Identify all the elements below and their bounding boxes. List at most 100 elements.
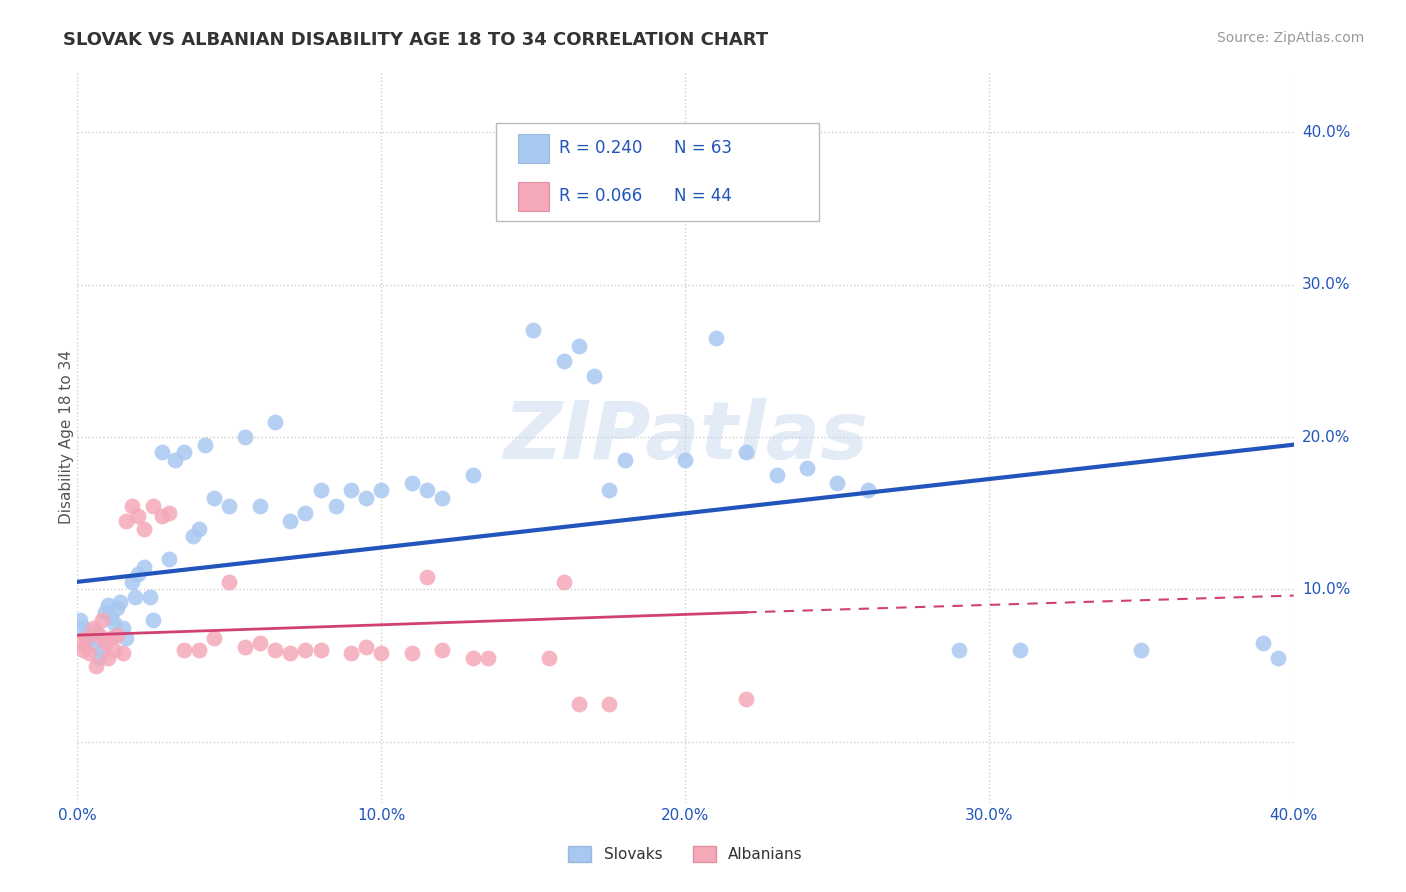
Text: 10.0%: 10.0% bbox=[1302, 582, 1350, 597]
Point bbox=[477, 651, 499, 665]
Point bbox=[537, 651, 560, 665]
Y-axis label: Disability Age 18 to 34: Disability Age 18 to 34 bbox=[59, 350, 73, 524]
Point bbox=[340, 647, 363, 661]
Point bbox=[105, 628, 128, 642]
Point bbox=[553, 354, 575, 368]
Point bbox=[948, 643, 970, 657]
Point bbox=[233, 640, 256, 655]
Point bbox=[735, 445, 758, 459]
Point bbox=[354, 491, 377, 505]
Point bbox=[152, 445, 174, 459]
Point bbox=[827, 475, 849, 490]
Point bbox=[75, 628, 97, 642]
Point bbox=[181, 529, 204, 543]
Point bbox=[522, 323, 544, 337]
Point bbox=[249, 636, 271, 650]
Point bbox=[218, 499, 240, 513]
Point bbox=[340, 483, 363, 498]
Point bbox=[613, 453, 636, 467]
Point bbox=[278, 647, 301, 661]
Point bbox=[598, 697, 620, 711]
Point bbox=[1267, 651, 1289, 665]
Point bbox=[598, 483, 620, 498]
Point bbox=[103, 615, 125, 630]
Point bbox=[152, 509, 174, 524]
Text: N = 44: N = 44 bbox=[675, 187, 733, 205]
Point bbox=[553, 574, 575, 589]
Point bbox=[72, 643, 94, 657]
Point bbox=[139, 590, 162, 604]
Point bbox=[430, 491, 453, 505]
Point bbox=[82, 636, 104, 650]
Point bbox=[218, 574, 240, 589]
Point bbox=[735, 692, 758, 706]
Point bbox=[370, 647, 392, 661]
Point bbox=[82, 621, 104, 635]
Point bbox=[202, 632, 225, 646]
Point bbox=[309, 643, 332, 657]
Point bbox=[100, 610, 122, 624]
Point bbox=[1008, 643, 1031, 657]
Text: Source: ZipAtlas.com: Source: ZipAtlas.com bbox=[1216, 31, 1364, 45]
Point bbox=[188, 521, 211, 535]
Point bbox=[79, 632, 101, 646]
Point bbox=[294, 643, 316, 657]
Text: ZIPatlas: ZIPatlas bbox=[503, 398, 868, 476]
Text: N = 63: N = 63 bbox=[675, 139, 733, 157]
Point bbox=[90, 613, 112, 627]
Point bbox=[188, 643, 211, 657]
Point bbox=[765, 468, 787, 483]
Point bbox=[294, 506, 316, 520]
Point bbox=[69, 613, 91, 627]
Point bbox=[111, 621, 134, 635]
Text: 30.0%: 30.0% bbox=[1302, 277, 1350, 293]
Point bbox=[194, 438, 217, 452]
Point bbox=[134, 521, 156, 535]
Point bbox=[142, 613, 165, 627]
Point bbox=[121, 499, 143, 513]
Point bbox=[69, 636, 91, 650]
Point bbox=[278, 514, 301, 528]
Point bbox=[675, 453, 697, 467]
Point bbox=[430, 643, 453, 657]
Point bbox=[416, 483, 439, 498]
Point bbox=[202, 491, 225, 505]
Text: R = 0.066: R = 0.066 bbox=[560, 187, 643, 205]
Point bbox=[401, 647, 423, 661]
Point bbox=[142, 499, 165, 513]
Point bbox=[87, 651, 110, 665]
Point bbox=[704, 331, 727, 345]
Point bbox=[264, 415, 287, 429]
Point bbox=[157, 506, 180, 520]
Point bbox=[79, 647, 101, 661]
Point bbox=[75, 632, 97, 646]
Point bbox=[115, 632, 138, 646]
Point bbox=[1251, 636, 1274, 650]
Point bbox=[97, 651, 120, 665]
Point bbox=[583, 369, 606, 384]
Point bbox=[233, 430, 256, 444]
Point bbox=[568, 697, 591, 711]
Text: 20.0%: 20.0% bbox=[1302, 430, 1350, 444]
Point bbox=[87, 628, 110, 642]
Point bbox=[249, 499, 271, 513]
Point bbox=[461, 468, 484, 483]
Point bbox=[127, 509, 149, 524]
Point bbox=[84, 625, 107, 640]
Point bbox=[568, 338, 591, 352]
Point bbox=[115, 514, 138, 528]
Point bbox=[93, 605, 115, 619]
Point bbox=[97, 598, 120, 612]
Point bbox=[401, 475, 423, 490]
Point bbox=[93, 636, 115, 650]
Point bbox=[354, 640, 377, 655]
Text: R = 0.240: R = 0.240 bbox=[560, 139, 643, 157]
Point bbox=[124, 590, 146, 604]
Point bbox=[134, 559, 156, 574]
Point bbox=[264, 643, 287, 657]
Point bbox=[108, 594, 131, 608]
Point bbox=[461, 651, 484, 665]
Point bbox=[72, 621, 94, 635]
Point bbox=[90, 643, 112, 657]
Point bbox=[1130, 643, 1153, 657]
